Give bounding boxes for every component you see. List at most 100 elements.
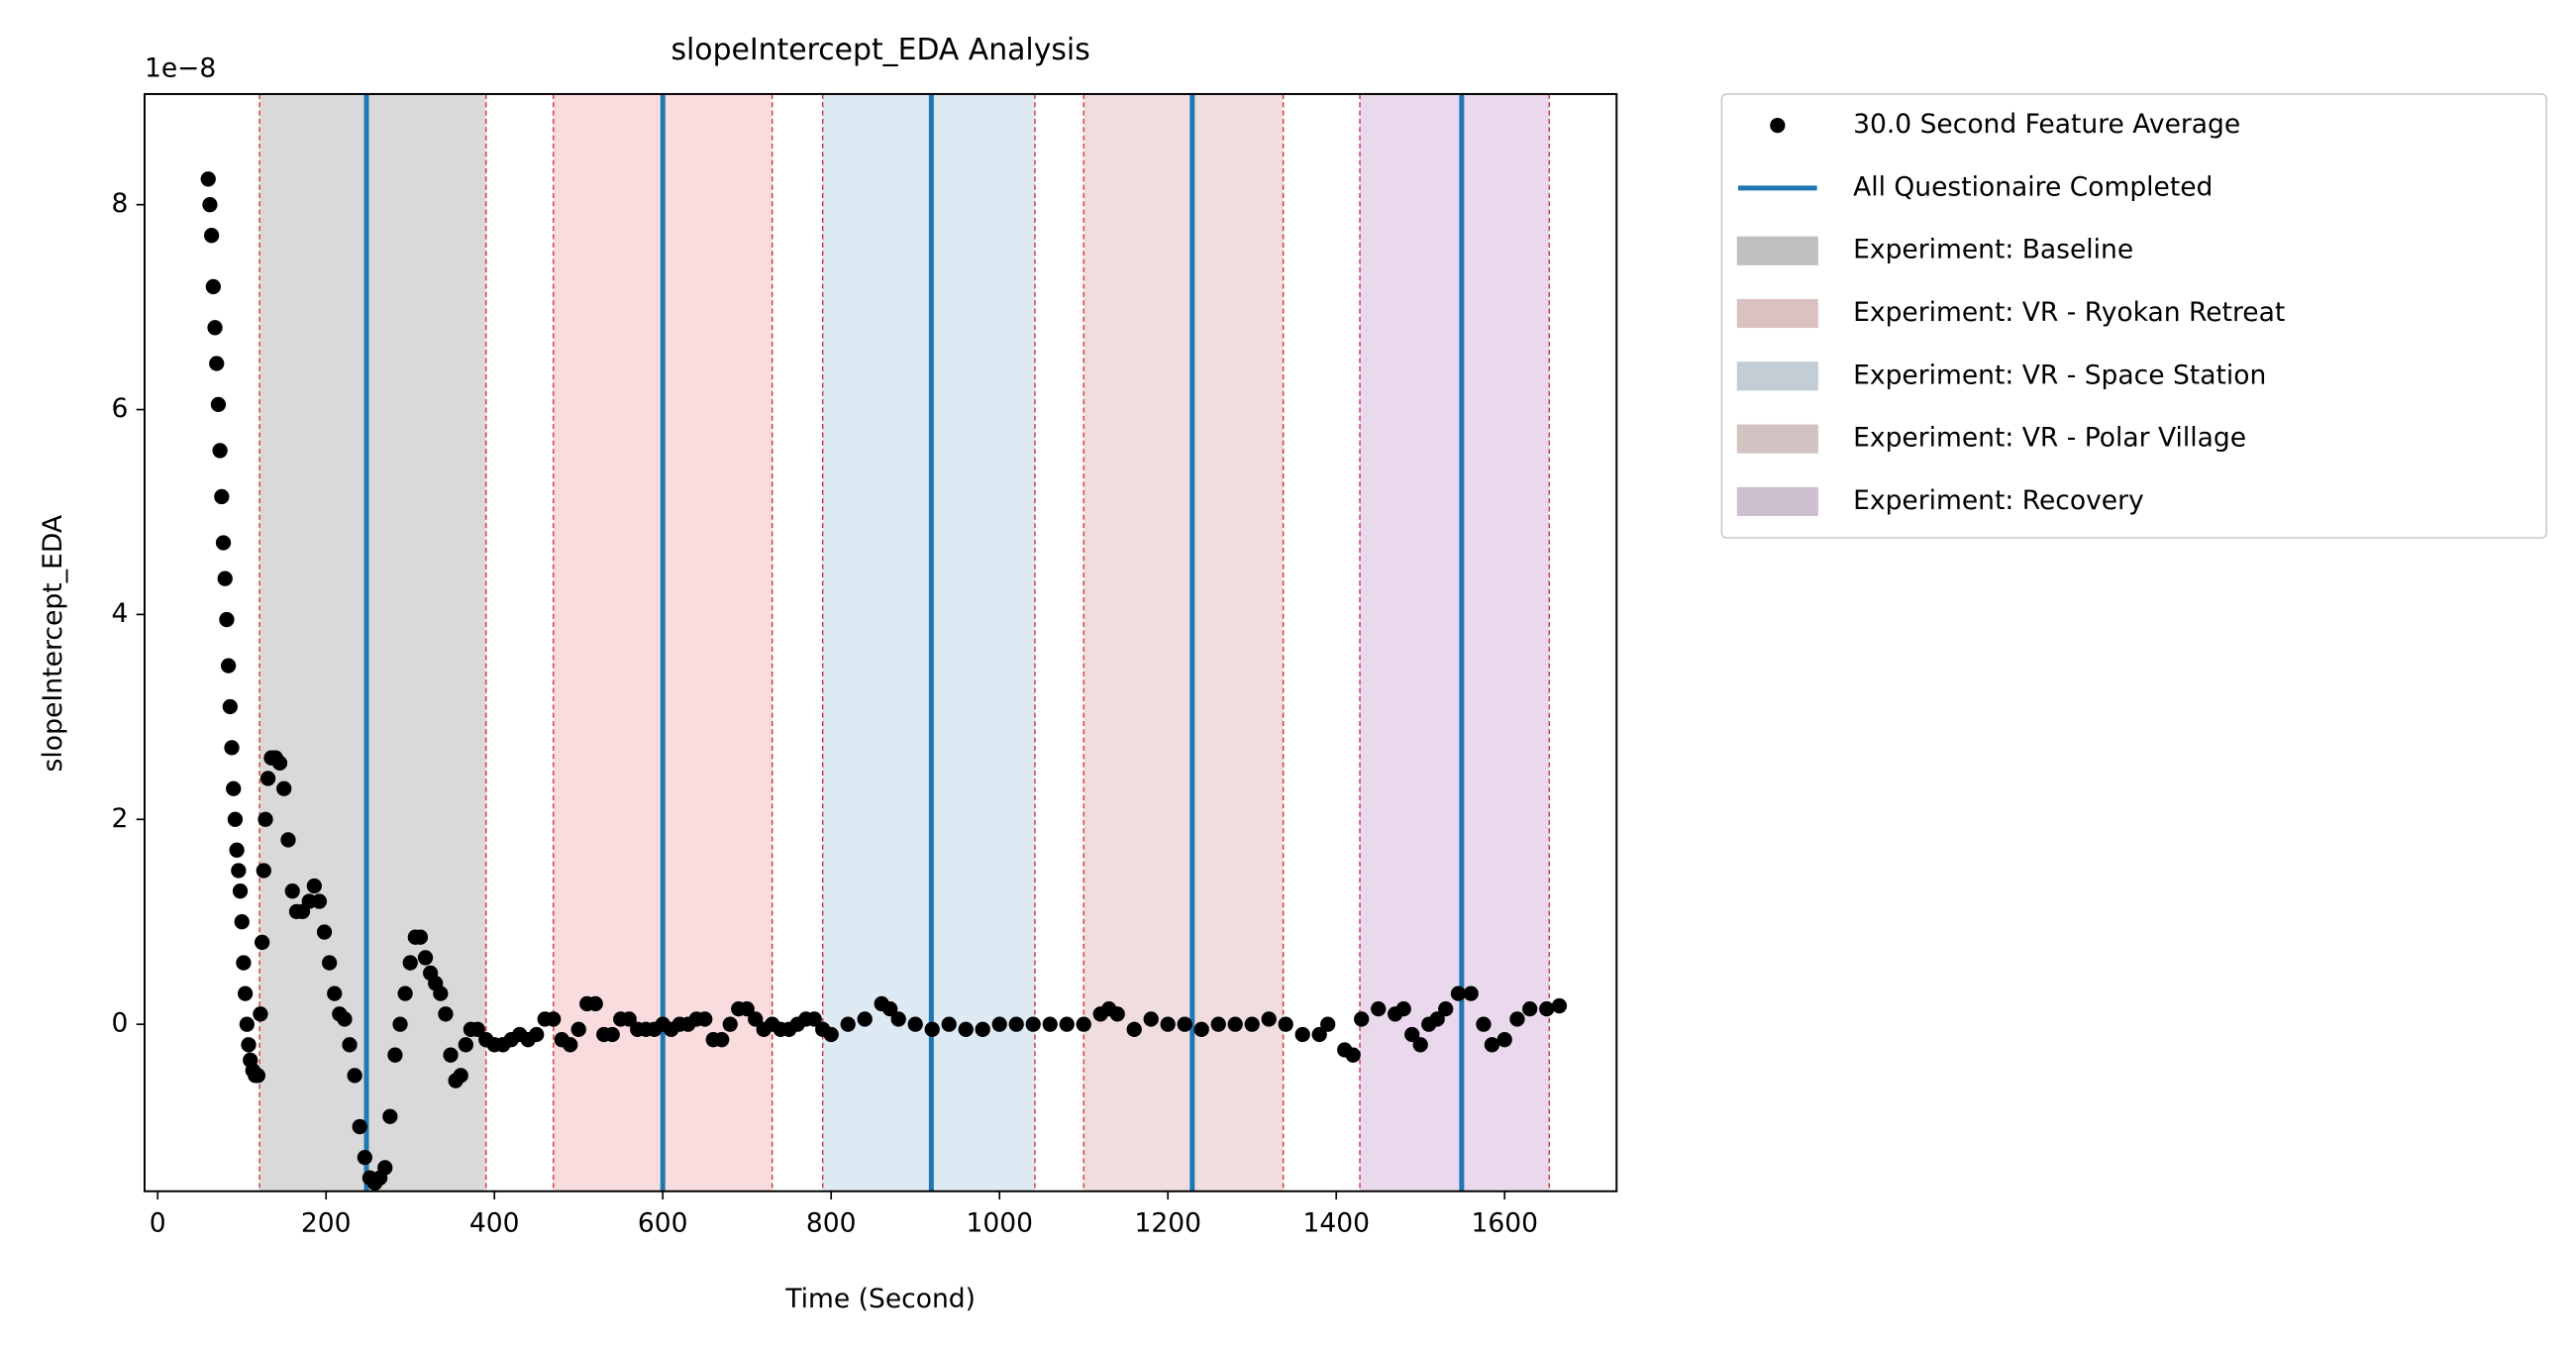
data-point [1484, 1037, 1500, 1053]
data-point [202, 197, 218, 213]
x-tick-label: 1600 [1471, 1208, 1537, 1239]
data-point [722, 1016, 738, 1032]
data-point [823, 1026, 839, 1043]
data-point [337, 1011, 353, 1027]
data-point [209, 356, 225, 371]
data-point [224, 740, 240, 756]
data-point [241, 1037, 257, 1053]
data-point [882, 1000, 898, 1017]
data-point [1210, 1016, 1226, 1032]
data-point [991, 1016, 1007, 1032]
data-point [347, 1068, 362, 1084]
data-point [1539, 1000, 1555, 1017]
data-point [327, 985, 343, 1001]
data-point [215, 535, 232, 551]
legend-label: All Questionaire Completed [1853, 171, 2213, 202]
data-point [1193, 1021, 1209, 1037]
data-point [214, 488, 230, 505]
data-point [806, 1011, 822, 1027]
legend-swatch [1736, 362, 1818, 391]
data-point [226, 780, 242, 796]
data-point [748, 1011, 764, 1027]
plot-frame [143, 92, 1618, 1192]
data-point [306, 878, 322, 894]
data-point [259, 771, 276, 786]
data-point [857, 1011, 873, 1027]
data-point [222, 698, 238, 715]
data-point [1261, 1011, 1277, 1027]
axis-offset-label: 1e−8 [145, 52, 216, 83]
data-point [236, 955, 252, 971]
y-tick-label: 0 [112, 1008, 129, 1039]
x-tick-label: 400 [469, 1208, 520, 1239]
data-point [1294, 1026, 1310, 1043]
data-point [357, 1149, 372, 1166]
data-point [392, 1016, 408, 1032]
data-point [229, 842, 245, 858]
data-point [207, 320, 223, 336]
legend-marker [1770, 117, 1786, 134]
data-point [204, 228, 220, 244]
legend-box [1720, 93, 2547, 539]
data-point [1345, 1047, 1361, 1063]
data-point [924, 1021, 940, 1037]
data-point [280, 832, 296, 848]
data-point [1438, 1000, 1454, 1017]
data-point [1025, 1016, 1041, 1032]
legend-swatch [1736, 236, 1818, 265]
y-tick-label: 4 [112, 598, 129, 629]
data-point [284, 883, 300, 899]
x-tick-label: 1000 [966, 1208, 1032, 1239]
data-point [316, 924, 333, 940]
x-tick-label: 1200 [1134, 1208, 1200, 1239]
questionnaire-lines [363, 93, 1465, 1192]
data-point [958, 1021, 974, 1037]
data-point [239, 1016, 255, 1032]
data-point [276, 780, 292, 796]
data-point [975, 1021, 990, 1037]
data-point [238, 985, 254, 1001]
data-point [469, 1021, 485, 1037]
data-point [1429, 1011, 1445, 1027]
data-point [1476, 1016, 1492, 1032]
data-point [397, 985, 413, 1001]
data-point [1109, 1006, 1125, 1022]
data-point [907, 1016, 923, 1032]
data-point [1509, 1011, 1525, 1027]
legend-label: 30.0 Second Feature Average [1853, 109, 2240, 140]
data-point [311, 893, 328, 909]
data-point [271, 755, 288, 772]
data-point [443, 1047, 459, 1063]
data-point [546, 1011, 562, 1027]
data-point [322, 955, 338, 971]
data-point [219, 611, 235, 628]
data-point [1143, 1011, 1159, 1027]
x-axis-label: Time (Second) [784, 1284, 976, 1314]
points [200, 171, 1568, 1192]
data-point [621, 1011, 637, 1027]
data-point [1551, 997, 1568, 1014]
data-point [1463, 985, 1479, 1001]
data-point [1244, 1016, 1260, 1032]
data-point [453, 1068, 468, 1084]
data-point [234, 914, 250, 930]
data-point [382, 1108, 398, 1124]
data-point [604, 1026, 620, 1043]
data-point [1126, 1021, 1142, 1037]
data-point [1496, 1031, 1512, 1048]
data-point [739, 1000, 755, 1017]
data-point [1311, 1026, 1327, 1043]
x-tick-label: 200 [301, 1208, 352, 1239]
data-point [1278, 1016, 1293, 1032]
data-point [255, 934, 270, 951]
data-point [200, 171, 216, 187]
phase-span [1360, 93, 1550, 1192]
phase-span [259, 93, 486, 1192]
data-point [1522, 1000, 1538, 1017]
data-point [377, 1160, 393, 1176]
legend-label: Experiment: VR - Ryokan Retreat [1853, 297, 2285, 328]
data-point [1320, 1016, 1336, 1032]
data-point [227, 811, 244, 827]
data-point [1008, 1016, 1024, 1032]
